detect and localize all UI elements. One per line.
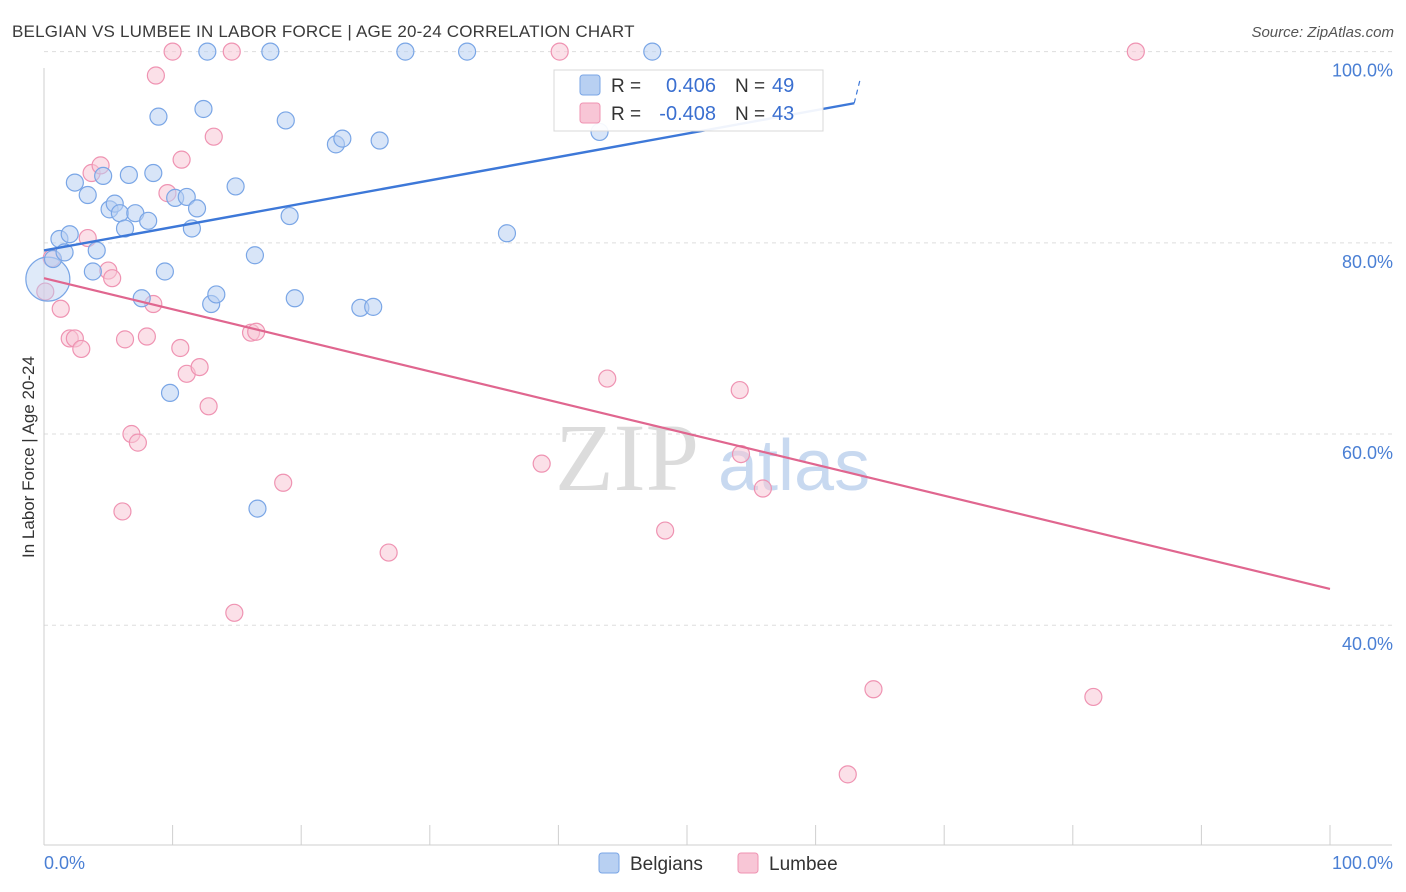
belgians-point — [187, 199, 207, 218]
stats-lumbee-n-value: 43 — [772, 103, 794, 125]
belgians-point — [94, 166, 113, 185]
axes: 40.0% 60.0% 80.0% 100.0% — [43, 61, 1393, 846]
belgians-point — [643, 42, 662, 61]
legend-lumbee-swatch — [737, 852, 759, 874]
belgians-point — [198, 42, 217, 61]
belgians-point — [78, 185, 97, 205]
belgians-point — [207, 285, 226, 304]
watermark-atlas: atlas — [718, 426, 870, 506]
source-label: Source: ZipAtlas.com — [1251, 24, 1394, 41]
belgians-points — [25, 42, 662, 518]
belgians-point — [115, 219, 135, 238]
stats-belgians-n-value: 49 — [772, 75, 794, 97]
lumbee-point — [753, 479, 772, 498]
stats-belgians-r-value: 0.406 — [666, 75, 716, 97]
belgians-point — [364, 297, 383, 316]
stats-belgians-r-label: R = — [611, 76, 641, 97]
lumbee-point — [72, 339, 91, 359]
belgians-point — [119, 165, 138, 185]
belgians-point — [60, 225, 79, 244]
chart-title: BELGIAN VS LUMBEE IN LABOR FORCE | AGE 2… — [12, 22, 635, 41]
lumbee-point — [113, 502, 132, 521]
belgians-point — [87, 241, 106, 260]
belgians-point — [110, 204, 129, 223]
belgians-point — [285, 289, 304, 308]
lumbee-point — [838, 765, 857, 784]
belgians-trend-extension — [853, 79, 861, 104]
y-axis-title: In Labor Force | Age 20-24 — [19, 356, 38, 558]
y-tick-label: 100.0% — [1332, 61, 1393, 81]
belgians-point — [457, 42, 477, 61]
lumbee-point — [146, 66, 165, 85]
belgians-point — [144, 163, 163, 183]
lumbee-point — [550, 42, 569, 61]
belgians-point — [333, 129, 352, 148]
lumbee-point — [128, 433, 147, 452]
lumbee-point — [222, 42, 241, 61]
legend: Belgians Lumbee — [598, 852, 838, 875]
belgians-point — [83, 262, 102, 281]
lumbee-point — [172, 150, 191, 169]
lumbee-point — [103, 269, 122, 288]
lumbee-point — [115, 330, 135, 349]
belgians-point — [65, 173, 84, 192]
stats-belgians-n-label: N = — [735, 76, 765, 97]
lumbee-point — [532, 454, 551, 473]
belgians-point — [177, 187, 196, 207]
belgians-point — [155, 262, 174, 281]
lumbee-point — [656, 521, 675, 540]
watermark: ZIP atlas — [555, 404, 870, 511]
trend-lines — [43, 79, 1331, 590]
stats-lumbee-swatch — [579, 102, 601, 124]
belgians-point — [194, 99, 213, 119]
lumbee-point — [36, 282, 55, 301]
y-tick-label: 40.0% — [1342, 634, 1393, 654]
belgians-point — [139, 211, 158, 230]
y-tick-label: 80.0% — [1342, 252, 1393, 272]
x-tick-min: 0.0% — [44, 853, 85, 873]
belgians-point — [226, 177, 245, 196]
belgians-point — [396, 42, 415, 61]
stats-box: R = 0.406 N = 49 R = -0.408 N = 43 — [553, 69, 824, 132]
stats-lumbee-r-label: R = — [611, 104, 641, 125]
lumbee-point — [204, 127, 223, 146]
belgians-point — [248, 499, 267, 518]
belgians-point — [280, 206, 299, 226]
lumbee-points — [36, 42, 1145, 784]
lumbee-point — [137, 327, 156, 346]
belgians-point — [497, 224, 517, 243]
stats-lumbee-r-value: -0.408 — [659, 103, 716, 125]
lumbee-point — [864, 680, 883, 699]
stats-belgians-swatch — [579, 74, 601, 96]
lumbee-point — [199, 397, 218, 416]
y-tick-label: 60.0% — [1342, 443, 1393, 463]
lumbee-point — [171, 338, 190, 358]
lumbee-point — [163, 42, 182, 61]
stats-lumbee-n-label: N = — [735, 104, 765, 125]
x-tick-max: 100.0% — [1332, 853, 1393, 873]
lumbee-point — [1084, 687, 1103, 707]
lumbee-point — [1126, 42, 1145, 61]
watermark-zip: ZIP — [555, 404, 699, 511]
lumbee-point — [51, 299, 70, 318]
lumbee-trend-line — [43, 277, 1331, 590]
lumbee-point — [190, 358, 209, 377]
lumbee-point — [730, 380, 749, 400]
belgians-point — [160, 383, 180, 403]
belgians-point — [370, 131, 389, 150]
belgians-point — [245, 246, 265, 265]
lumbee-point — [225, 603, 244, 622]
legend-belgians-label: Belgians — [630, 854, 703, 875]
belgians-point — [276, 111, 295, 130]
lumbee-point — [379, 543, 398, 562]
belgians-point — [261, 42, 280, 61]
legend-lumbee-label: Lumbee — [769, 854, 838, 875]
belgians-point — [149, 107, 168, 126]
lumbee-point — [274, 473, 293, 492]
lumbee-point — [598, 369, 617, 388]
legend-belgians-swatch — [598, 852, 620, 874]
